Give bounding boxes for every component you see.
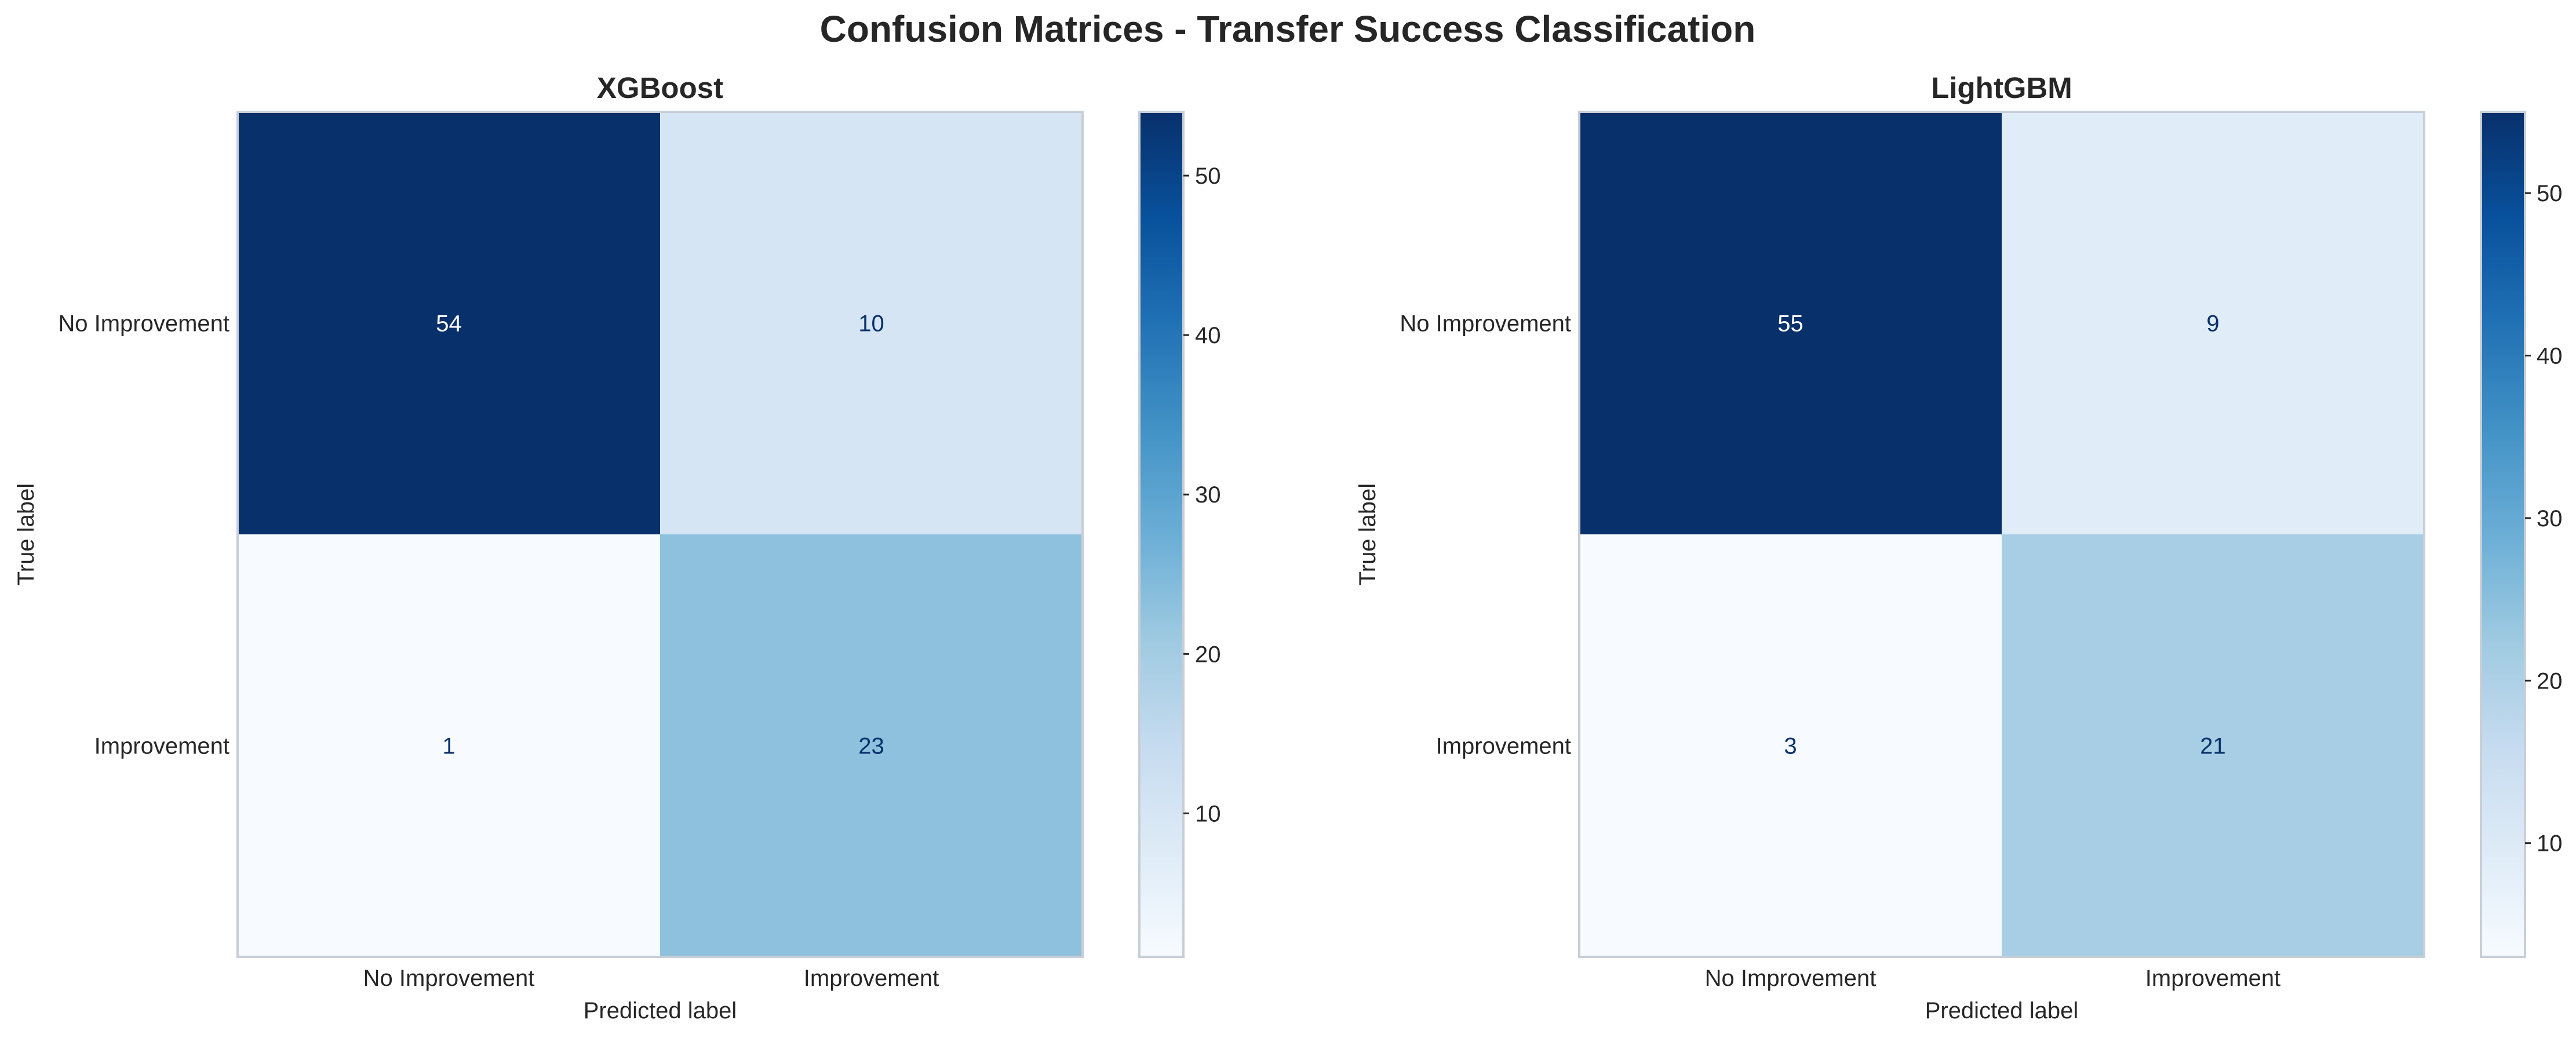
colorbar-tick-label: 20: [1195, 642, 1221, 667]
colorbar-tick-label: 40: [1195, 323, 1221, 348]
y-tick-label: Improvement: [94, 734, 229, 759]
matrix-cell: [2002, 534, 2424, 957]
y-tick-label: No Improvement: [58, 311, 229, 337]
cell-value-label: 21: [2200, 734, 2226, 759]
matrix-cell: [1579, 534, 2002, 957]
colorbar-tick-label: 50: [2537, 181, 2563, 206]
colorbar-tick-label: 10: [1195, 801, 1221, 826]
panels: XGBoost 54 10 1 23 No Improvement Improvement N…: [13, 71, 2563, 1024]
colorbar-tick-label: 40: [2537, 344, 2563, 369]
colorbar-gradient: [1139, 112, 1183, 957]
y-tick-label: No Improvement: [1400, 311, 1571, 337]
matrix-cell: [2002, 112, 2424, 534]
x-axis-label: Predicted label: [1925, 998, 2079, 1024]
x-tick-label: No Improvement: [1705, 966, 1877, 991]
y-axis-label: True label: [13, 483, 39, 585]
colorbar-tick-label: 10: [2537, 831, 2563, 857]
colorbar: 10 20 30 40 50: [2480, 111, 2563, 958]
panel-2: LightGBM 55 9 3 21 No Improvement Improvement N…: [1355, 71, 2563, 1024]
matrix-cell: [238, 112, 660, 534]
colorbar-gradient: [2481, 112, 2525, 957]
cell-value-label: 23: [858, 734, 884, 759]
cell-value-label: 54: [436, 311, 462, 337]
y-tick-label: Improvement: [1436, 734, 1571, 759]
matrix-frame: [236, 111, 1084, 958]
matrix-cell: [660, 534, 1083, 957]
colorbar-tick-label: 30: [2537, 506, 2563, 531]
panel-1: XGBoost 54 10 1 23 No Improvement Improvement N…: [13, 71, 1221, 1024]
colorbar-frame: [2480, 111, 2526, 958]
panel-title: XGBoost: [597, 71, 723, 104]
panel-title: LightGBM: [1931, 71, 2072, 104]
cell-value-label: 9: [2206, 311, 2219, 337]
cell-value-label: 3: [1784, 734, 1797, 759]
x-tick-label: No Improvement: [363, 966, 535, 991]
colorbar-tick-label: 30: [1195, 482, 1221, 508]
x-axis-label: Predicted label: [584, 998, 737, 1024]
colorbar-tick-label: 20: [2537, 668, 2563, 694]
figure-title: Confusion Matrices - Transfer Success Cl…: [820, 8, 1756, 50]
cell-value-label: 55: [1777, 311, 1803, 337]
matrix-cell: [238, 534, 660, 957]
cell-value-label: 1: [442, 734, 455, 759]
matrix-cell: [1579, 112, 2002, 534]
colorbar-tick-label: 50: [1195, 163, 1221, 189]
matrix-frame: [1578, 111, 2425, 958]
x-tick-label: Improvement: [804, 966, 939, 991]
colorbar-frame: [1138, 111, 1185, 958]
x-tick-label: Improvement: [2145, 966, 2280, 991]
cell-value-label: 10: [858, 311, 884, 337]
y-axis-label: True label: [1355, 483, 1380, 585]
colorbar: 10 20 30 40 50: [1138, 111, 1221, 958]
matrix-cell: [660, 112, 1083, 534]
